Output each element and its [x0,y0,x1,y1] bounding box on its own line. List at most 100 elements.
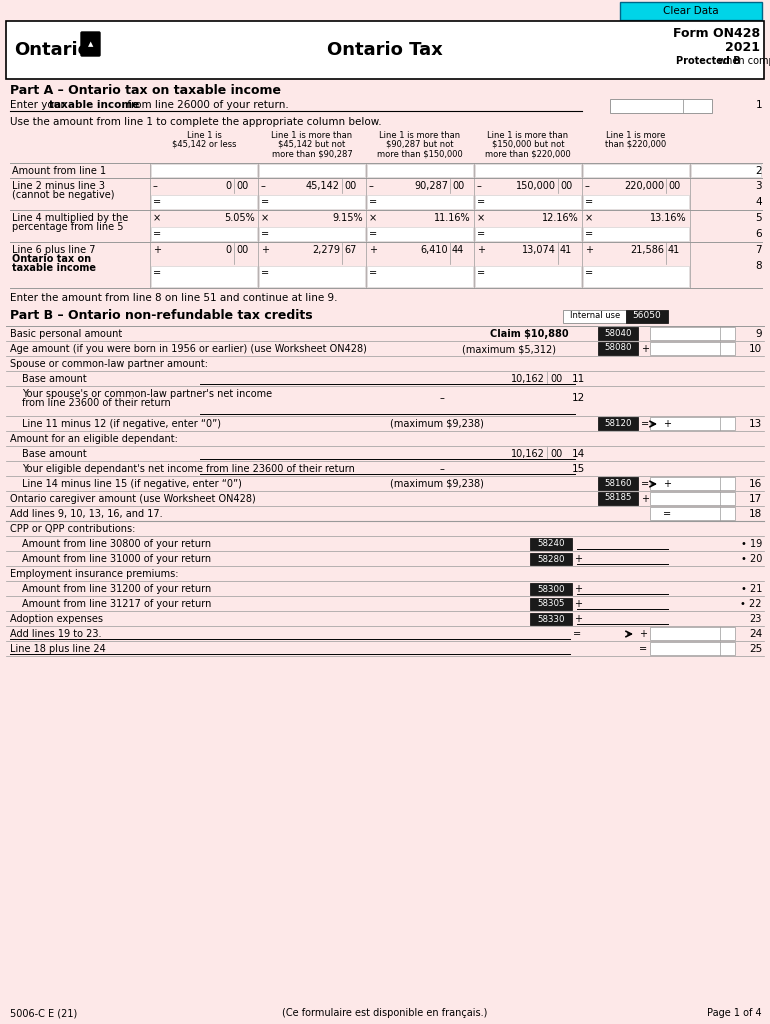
Text: +: + [663,419,671,429]
Text: Use the amount from line 1 to complete the appropriate column below.: Use the amount from line 1 to complete t… [10,117,382,127]
Text: 11.16%: 11.16% [434,213,471,223]
Bar [598,417,638,430]
Text: CPP or QPP contributions:: CPP or QPP contributions: [10,524,136,534]
Text: 7: 7 [755,245,762,255]
Text: Form ON428: Form ON428 [673,27,760,40]
Text: +: + [369,245,377,255]
Text: ×: × [477,213,485,223]
Text: 4: 4 [755,197,762,207]
Text: Amount for an eligible dependant:: Amount for an eligible dependant: [10,434,178,444]
Bar [530,598,572,610]
Bar [626,310,668,323]
Text: 21,586: 21,586 [630,245,664,255]
Text: 2021: 2021 [725,41,760,54]
Text: 12.16%: 12.16% [542,213,579,223]
Text: • 22: • 22 [741,599,762,609]
Text: 58240: 58240 [537,540,564,549]
Bar [530,553,572,565]
Text: 10,162: 10,162 [511,449,545,459]
Text: 41: 41 [560,245,572,255]
Text: 58080: 58080 [604,343,631,352]
Bar [650,627,735,640]
Text: (maximum $5,312): (maximum $5,312) [462,344,556,354]
Text: Part A – Ontario tax on taxable income: Part A – Ontario tax on taxable income [10,84,281,97]
Bar [151,164,257,177]
Text: Adoption expenses: Adoption expenses [10,614,103,624]
Text: 13.16%: 13.16% [651,213,687,223]
Text: (Ce formulaire est disponible en français.): (Ce formulaire est disponible en françai… [283,1008,487,1018]
Text: =: = [585,268,593,278]
Text: 24: 24 [748,629,762,639]
Text: +: + [641,494,649,504]
Bar [530,583,572,595]
Text: 150,000: 150,000 [516,181,556,191]
Text: Base amount: Base amount [22,374,87,384]
Text: 58280: 58280 [537,555,564,563]
Text: 58120: 58120 [604,419,631,427]
Text: Page 1 of 4: Page 1 of 4 [708,1008,762,1018]
Text: $45,142 but not: $45,142 but not [279,140,346,150]
Text: =: = [477,197,485,207]
Text: 00: 00 [668,181,680,191]
Text: • 20: • 20 [741,554,762,564]
Text: 15: 15 [572,464,585,474]
Text: +: + [663,479,671,489]
Text: Enter the amount from line 8 on line 51 and continue at line 9.: Enter the amount from line 8 on line 51 … [10,293,337,303]
Text: Internal use: Internal use [570,311,620,321]
Text: +: + [585,245,593,255]
Text: 56050: 56050 [633,311,661,321]
Text: Line 1 is more than: Line 1 is more than [487,131,568,140]
Text: 00: 00 [560,181,572,191]
Text: 00: 00 [452,181,464,191]
Bar [650,327,735,340]
Bar [151,195,257,209]
Text: =: = [261,197,270,207]
Text: +: + [153,245,161,255]
Text: (maximum $9,238): (maximum $9,238) [390,419,484,429]
Text: Base amount: Base amount [22,449,87,459]
Text: Line 4 multiplied by the: Line 4 multiplied by the [12,213,129,223]
Text: 0: 0 [226,245,232,255]
Bar [475,164,581,177]
Text: Line 1 is more: Line 1 is more [606,131,666,140]
Bar [6,22,764,79]
Text: 00: 00 [550,374,562,384]
Text: 58040: 58040 [604,329,631,338]
Text: 58330: 58330 [537,614,564,624]
Text: $90,287 but not: $90,287 but not [387,140,454,150]
Text: Clear Data: Clear Data [663,6,719,16]
Text: +: + [641,344,649,354]
Text: 16: 16 [748,479,762,489]
Text: =: = [153,229,161,239]
Text: Line 1 is: Line 1 is [186,131,222,140]
Bar [583,266,689,287]
Text: =: = [585,197,593,207]
Text: =: = [663,509,671,519]
Text: • 19: • 19 [741,539,762,549]
Text: taxable income: taxable income [49,100,139,110]
Text: 6: 6 [755,229,762,239]
Bar [650,507,735,520]
Text: +: + [639,629,647,639]
Text: +: + [574,614,582,624]
Text: +: + [261,245,269,255]
Text: 17: 17 [748,494,762,504]
Text: –: – [440,464,445,474]
Bar [650,477,735,490]
Bar [583,227,689,241]
Text: Your eligible dependant's net income from line 23600 of their return: Your eligible dependant's net income fro… [22,464,355,474]
Text: –: – [477,181,482,191]
Text: Part B – Ontario non-refundable tax credits: Part B – Ontario non-refundable tax cred… [10,309,313,322]
Bar [583,164,689,177]
Text: 58185: 58185 [604,494,631,503]
Bar [151,227,257,241]
Text: from line 23600 of their return: from line 23600 of their return [22,398,171,408]
Text: =: = [477,268,485,278]
Text: Your spouse's or common-law partner's net income: Your spouse's or common-law partner's ne… [22,389,272,399]
Text: =: = [261,229,270,239]
Bar [259,195,365,209]
Text: Line 18 plus line 24: Line 18 plus line 24 [10,644,105,654]
Text: Protected B: Protected B [676,56,741,66]
Text: 14: 14 [572,449,585,459]
Bar [650,492,735,505]
